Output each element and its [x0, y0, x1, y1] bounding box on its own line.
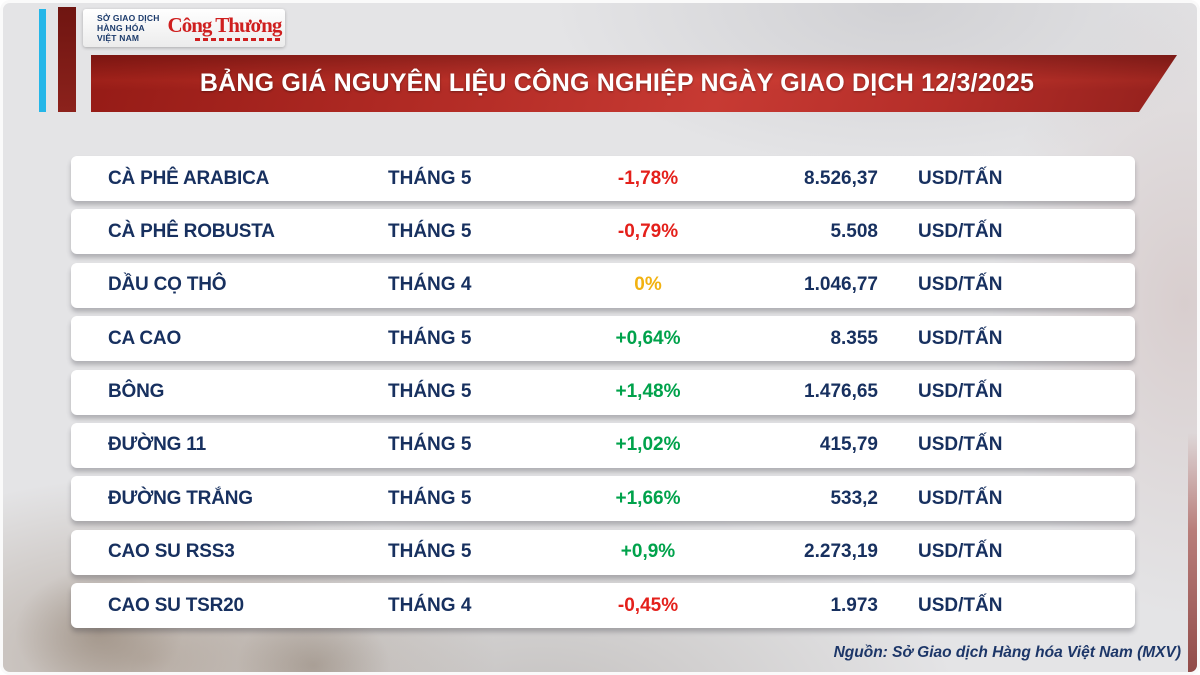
table-row: CÀ PHÊ ROBUSTA THÁNG 5 -0,79% 5.508 USD/… [71, 209, 1135, 255]
right-edge-photo-sliver [1188, 433, 1197, 672]
price-value: 533,2 [830, 487, 878, 509]
commodity-name: BÔNG [108, 381, 165, 403]
price-value: 1.476,65 [804, 381, 878, 403]
congthuong-logo-text: Công Thương [167, 13, 283, 37]
mxv-logo-line: VIỆT NAM [97, 33, 140, 44]
mxv-logo-line: HÀNG HÓA [97, 22, 145, 33]
commodity-name: CAO SU RSS3 [108, 541, 235, 563]
price-value: 415,79 [819, 434, 878, 456]
contract-month: THÁNG 4 [388, 274, 472, 296]
congthuong-logo: Công Thương [168, 15, 282, 41]
price-unit: USD/TẤN [918, 434, 1003, 456]
contract-month: THÁNG 5 [388, 487, 472, 509]
change-percent: -0,79% [617, 220, 679, 242]
table-row: CA CAO THÁNG 5 +0,64% 8.355 USD/TẤN [71, 316, 1135, 362]
mxv-logo-text: SỞ GIAO DỊCH HÀNG HÓA VIỆT NAM [97, 13, 160, 44]
contract-month: THÁNG 5 [388, 167, 472, 189]
commodity-name: CÀ PHÊ ROBUSTA [108, 220, 275, 242]
price-value: 1.046,77 [804, 274, 878, 296]
change-percent: +1,48% [615, 381, 681, 403]
change-percent: -1,78% [617, 167, 679, 189]
price-unit: USD/TẤN [918, 381, 1003, 403]
change-percent: +1,66% [615, 487, 681, 509]
left-accent-stripe-cyan [39, 9, 46, 112]
price-value: 8.355 [830, 327, 878, 349]
price-table: CÀ PHÊ ARABICA THÁNG 5 -1,78% 8.526,37 U… [71, 156, 1135, 637]
commodity-name: ĐƯỜNG 11 [108, 434, 206, 456]
price-unit: USD/TẤN [918, 167, 1003, 189]
change-percent: -0,45% [617, 594, 679, 616]
commodity-name: CÀ PHÊ ARABICA [108, 167, 270, 189]
congthuong-tagline-strip [195, 38, 282, 41]
commodity-name: CA CAO [108, 327, 182, 349]
table-row: CAO SU TSR20 THÁNG 4 -0,45% 1.973 USD/TẤ… [71, 583, 1135, 629]
left-accent-stripe-maroon [58, 7, 76, 112]
change-percent: +1,02% [615, 434, 681, 456]
price-unit: USD/TẤN [918, 327, 1003, 349]
source-note: Nguồn: Sở Giao dịch Hàng hóa Việt Nam (M… [833, 644, 1181, 661]
price-unit: USD/TẤN [918, 487, 1003, 509]
change-percent: +0,64% [615, 327, 681, 349]
contract-month: THÁNG 5 [388, 381, 472, 403]
price-value: 8.526,37 [804, 167, 878, 189]
title-banner: BẢNG GIÁ NGUYÊN LIỆU CÔNG NGHIỆP NGÀY GI… [91, 55, 1177, 112]
table-row: ĐƯỜNG 11 THÁNG 5 +1,02% 415,79 USD/TẤN [71, 422, 1135, 468]
change-percent: +0,9% [620, 541, 676, 563]
table-row: BÔNG THÁNG 5 +1,48% 1.476,65 USD/TẤN [71, 369, 1135, 415]
price-value: 1.973 [830, 594, 878, 616]
change-percent: 0% [634, 274, 662, 296]
price-value: 5.508 [830, 220, 878, 242]
mxv-logo-line: SỞ GIAO DỊCH [97, 12, 160, 23]
price-unit: USD/TẤN [918, 541, 1003, 563]
commodity-name: DẦU CỌ THÔ [108, 274, 227, 296]
price-unit: USD/TẤN [918, 220, 1003, 242]
price-value: 2.273,19 [804, 541, 878, 563]
table-row: ĐƯỜNG TRẮNG THÁNG 5 +1,66% 533,2 USD/TẤN [71, 476, 1135, 522]
table-row: DẦU CỌ THÔ THÁNG 4 0% 1.046,77 USD/TẤN [71, 262, 1135, 308]
table-row: CAO SU RSS3 THÁNG 5 +0,9% 2.273,19 USD/T… [71, 529, 1135, 575]
commodity-name: ĐƯỜNG TRẮNG [108, 487, 253, 509]
contract-month: THÁNG 5 [388, 434, 472, 456]
commodity-name: CAO SU TSR20 [108, 594, 244, 616]
table-row: CÀ PHÊ ARABICA THÁNG 5 -1,78% 8.526,37 U… [71, 156, 1135, 201]
contract-month: THÁNG 5 [388, 220, 472, 242]
logo-card: SỞ GIAO DỊCH HÀNG HÓA VIỆT NAM Công Thươ… [83, 9, 285, 47]
contract-month: THÁNG 5 [388, 541, 472, 563]
price-unit: USD/TẤN [918, 594, 1003, 616]
price-unit: USD/TẤN [918, 274, 1003, 296]
contract-month: THÁNG 5 [388, 327, 472, 349]
contract-month: THÁNG 4 [388, 594, 472, 616]
page-title: BẢNG GIÁ NGUYÊN LIỆU CÔNG NGHIỆP NGÀY GI… [199, 69, 1035, 97]
